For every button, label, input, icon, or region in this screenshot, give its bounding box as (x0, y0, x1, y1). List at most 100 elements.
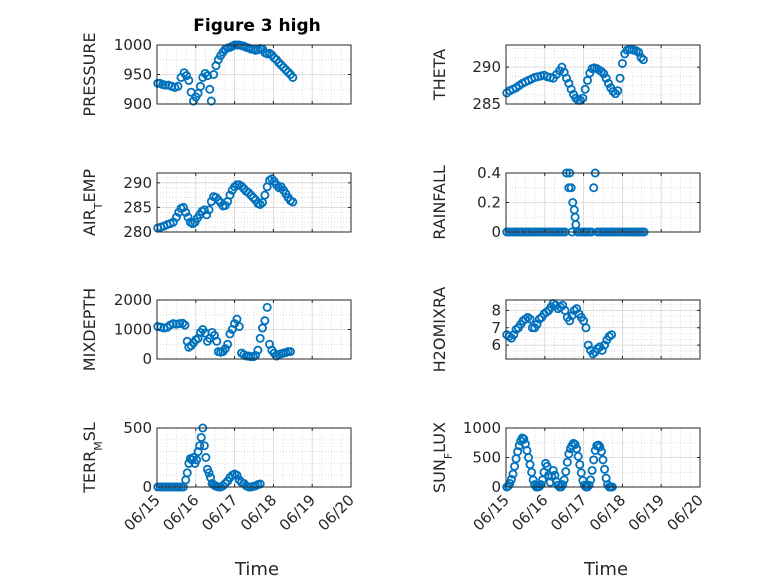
data-point (288, 197, 298, 207)
data-point (589, 183, 599, 193)
data-point (209, 70, 219, 80)
data-point (581, 323, 591, 333)
y-tick-label: 0 (491, 223, 501, 241)
data-point (183, 212, 193, 222)
x-tick-label: 06/16 (508, 491, 551, 534)
y-tick-label: 285 (123, 198, 152, 216)
y-tick-label: 500 (123, 419, 152, 437)
y-tick-label: 280 (123, 223, 152, 241)
data-series (153, 40, 298, 106)
data-point (201, 452, 211, 462)
data-point (199, 441, 209, 451)
x-tick-label: 06/19 (276, 491, 319, 534)
data-point (205, 84, 215, 94)
data-point (283, 67, 293, 77)
data-point (192, 455, 202, 465)
data-point (596, 447, 606, 457)
data-point (598, 455, 608, 465)
x-tick-label: 06/17 (198, 491, 241, 534)
data-point (548, 465, 558, 475)
x-tick-label: 06/15 (121, 491, 164, 534)
data-point (601, 73, 611, 83)
data-series (153, 302, 295, 362)
subplot-6: 678 H2OMIXRA (430, 287, 701, 373)
data-point (206, 473, 216, 483)
data-point (596, 67, 606, 77)
data-point (255, 333, 265, 343)
data-point (199, 205, 209, 215)
x-tick-label: 06/20 (664, 491, 707, 534)
data-point (584, 480, 594, 490)
data-point (580, 84, 590, 94)
data-point (608, 86, 618, 96)
data-point (607, 330, 617, 340)
data-point (234, 322, 244, 332)
data-point (278, 62, 288, 72)
data-point (253, 345, 263, 355)
data-point (638, 55, 648, 65)
y-tick-label: 1000 (463, 419, 501, 437)
x-tick-label: 06/19 (625, 491, 668, 534)
data-point (525, 314, 535, 324)
data-point (509, 330, 519, 340)
y-axis-label-8: SUNFLUX (430, 422, 455, 493)
y-tick-label: 0 (142, 478, 152, 496)
data-point (195, 81, 205, 91)
data-point (220, 344, 230, 354)
y-tick-label: 0.4 (477, 164, 501, 182)
data-point (262, 302, 272, 312)
x-axis-label-right: Time (583, 559, 628, 580)
data-point (193, 447, 203, 457)
data-point (519, 434, 529, 444)
data-point (204, 468, 214, 478)
x-tick-label: 06/17 (547, 491, 590, 534)
data-point (585, 68, 595, 78)
data-point (204, 205, 214, 215)
y-tick-label: 8 (491, 301, 501, 319)
data-point (196, 432, 206, 442)
y-tick-label: 1000 (114, 321, 152, 339)
data-series (502, 298, 617, 359)
data-point (566, 84, 576, 94)
data-point (276, 60, 286, 70)
y-axis-label-3: AIRTEMP (80, 169, 105, 236)
y-tick-label: 7 (491, 319, 501, 337)
x-tick-label: 06/18 (237, 491, 280, 534)
data-point (182, 468, 192, 478)
data-point (175, 319, 185, 329)
data-point (636, 53, 646, 63)
data-point (565, 316, 575, 326)
data-point (575, 460, 585, 470)
data-point (244, 188, 254, 198)
y-axis-label-6: H2OMIXRA (430, 287, 449, 373)
y-tick-label: 900 (123, 95, 152, 113)
y-tick-label: 0.2 (477, 194, 501, 212)
subplot-4: 0 0.2 0.4 RAINFALL (430, 164, 701, 241)
data-point (589, 455, 599, 465)
y-tick-label: 500 (472, 449, 501, 467)
subplot-1: 900 950 1000 PRESSURE (80, 32, 352, 117)
data-point (195, 441, 205, 451)
data-point (173, 81, 183, 91)
y-axis-label-4: RAINFALL (430, 165, 449, 240)
data-point (180, 320, 190, 330)
data-point (184, 75, 194, 85)
data-point (248, 193, 258, 203)
data-point (573, 451, 583, 461)
data-point (281, 65, 291, 75)
data-point (506, 474, 516, 484)
figure-title: Figure 3 high (193, 16, 321, 36)
data-point (545, 477, 555, 487)
data-point (562, 457, 572, 467)
data-point (599, 69, 609, 79)
data-point (615, 73, 625, 83)
y-tick-label: 0 (491, 478, 501, 496)
y-axis-label-1: PRESSURE (80, 32, 99, 116)
x-tick-label: 06/20 (315, 491, 358, 534)
data-point (206, 96, 216, 106)
data-point (213, 195, 223, 205)
subplot-3: 280 285 290 AIRTEMP (80, 169, 352, 241)
data-point (237, 181, 247, 191)
